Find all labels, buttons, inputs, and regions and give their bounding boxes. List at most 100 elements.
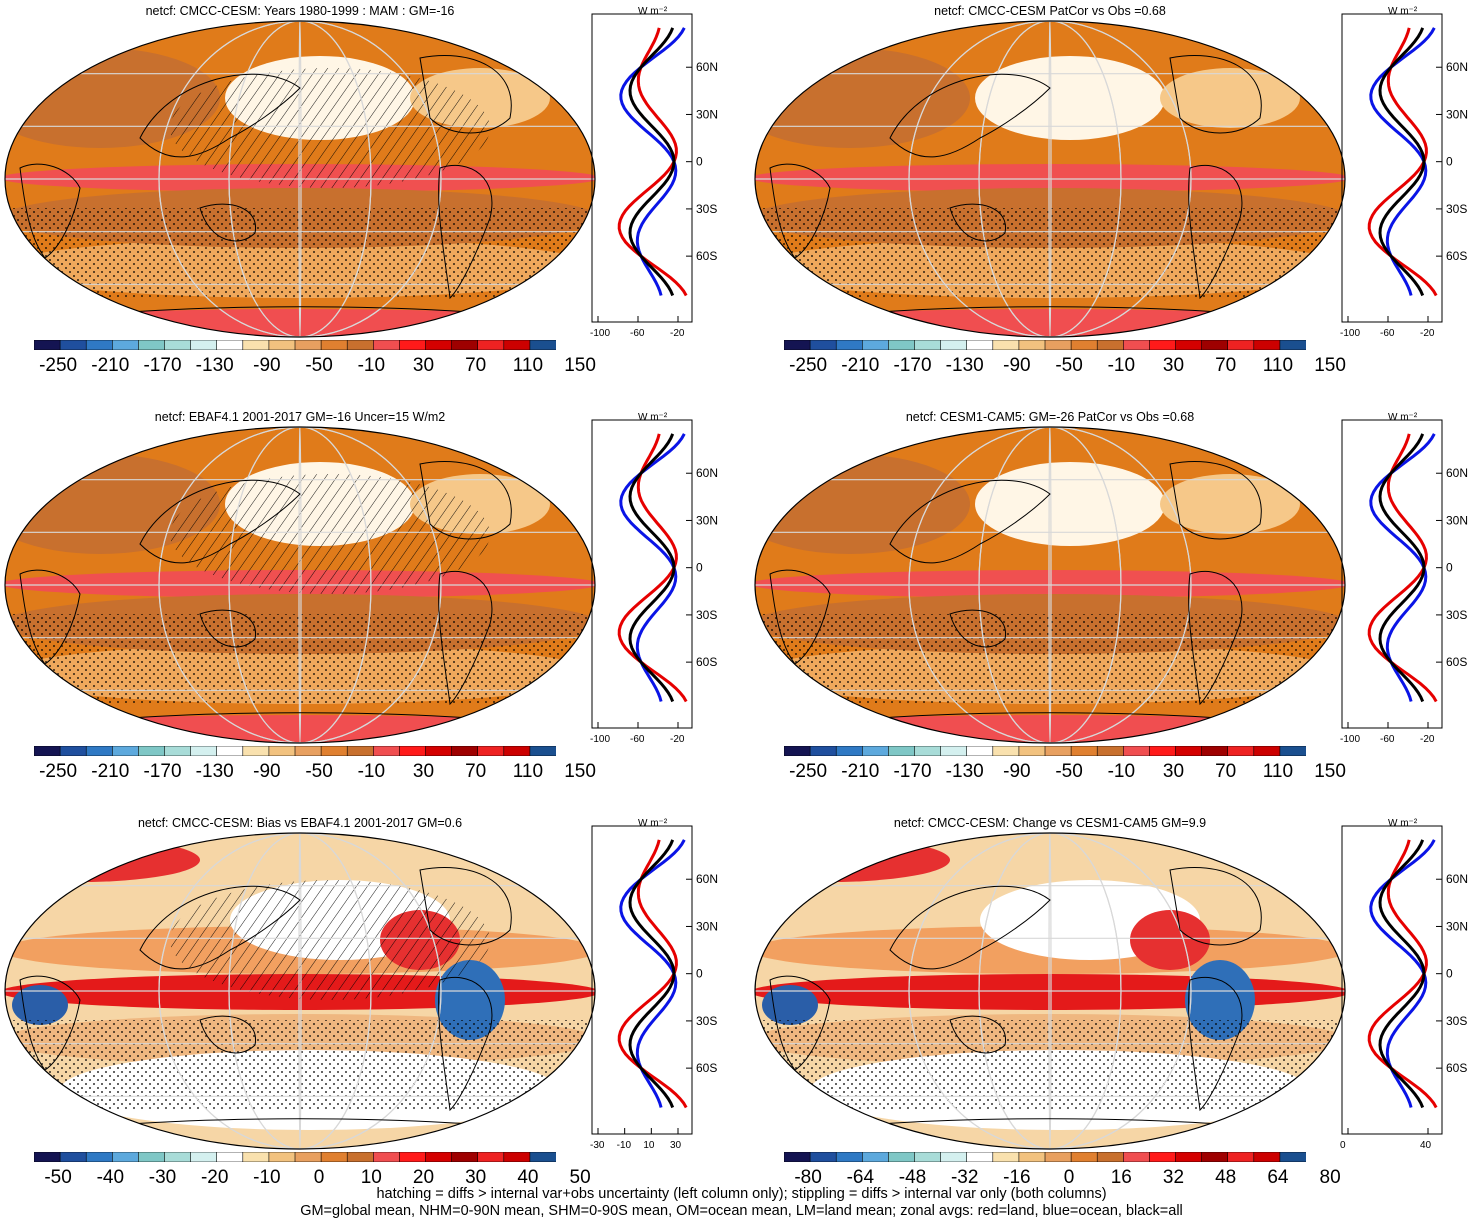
coastline (1169, 867, 1262, 946)
colorbar-tick-label: -170 (893, 355, 932, 376)
map-title: netcf: CMCC-CESM: Years 1980-1999 : MAM … (145, 4, 455, 18)
contour-region (1130, 910, 1210, 970)
coastline (438, 976, 493, 1112)
colorbar-tick-label: 70 (1215, 355, 1237, 376)
zonal-mean-plot: W m⁻² 60N 30N 0 30S 60S -100 -60 -20 (590, 6, 718, 339)
colorbar-tick-label: 70 (465, 355, 487, 376)
colorbar-tick-label: 110 (512, 355, 544, 376)
colorbar-tick-label: -10 (253, 1167, 281, 1188)
colorbar-swatch (1070, 746, 1099, 756)
coastline (419, 55, 512, 134)
colorbar-tick-label: -250 (39, 355, 78, 376)
colorbar-swatch (1201, 746, 1229, 756)
panel-4: netcf: CESM1-CAM5: GM=-26 PatCor vs Obs … (750, 406, 1483, 806)
colorbar-swatch (1018, 340, 1046, 350)
stippling (755, 208, 1345, 298)
colorbar-tick-label: -10 (357, 355, 386, 376)
colorbar-tick-label: -210 (91, 761, 130, 782)
lat-label: 30N (696, 513, 718, 527)
colorbar-swatch (59, 746, 88, 756)
zonal-curve (628, 433, 676, 703)
colorbar-swatch (914, 1152, 942, 1162)
coastline (949, 1015, 1006, 1054)
zonal-frame (1341, 13, 1443, 323)
longitude-line (908, 21, 1192, 337)
lat-label: 0 (1446, 967, 1453, 981)
colorbar-swatch (888, 1152, 916, 1162)
colorbar-swatch (1201, 1152, 1229, 1162)
lat-label: 30S (1446, 202, 1467, 216)
colorbar-swatch (477, 340, 505, 350)
colorbar-swatch (862, 340, 890, 350)
x-tick-label: -60 (630, 734, 645, 745)
colorbar-swatch (242, 746, 270, 756)
colorbar-swatch (1070, 1152, 1099, 1162)
colorbar-swatch (425, 340, 453, 350)
colorbar-swatch (835, 340, 864, 350)
colorbar-tick-label: 110 (1262, 761, 1294, 782)
longitude-line (298, 427, 302, 743)
colorbar-swatch (1122, 340, 1151, 350)
coastline (419, 867, 512, 946)
map-outline (754, 20, 1346, 338)
colorbar-tick-label: -32 (950, 1167, 979, 1188)
colorbar-swatch (451, 746, 479, 756)
colorbar-tick-label: -50 (305, 355, 333, 376)
x-tick-label: -100 (590, 328, 610, 339)
colorbar-swatch (346, 1152, 375, 1162)
colorbar-swatch (372, 746, 401, 756)
colorbar-tick-label: 150 (564, 355, 596, 376)
colorbar-swatch (1279, 340, 1306, 350)
x-tick-label: -20 (1420, 328, 1435, 339)
x-tick-label: -100 (1340, 734, 1360, 745)
longitude-line (908, 833, 1192, 1149)
colorbar-swatch (1227, 340, 1255, 350)
colorbar-swatch (1149, 1152, 1177, 1162)
colorbar-tick-label: 10 (360, 1167, 382, 1188)
colorbar-swatch (320, 340, 349, 350)
colorbar-tick-label: 0 (313, 1167, 325, 1188)
colorbar (784, 746, 1306, 756)
zonal-units: W m⁻² (1388, 818, 1418, 829)
colorbar-tick-label: 20 (412, 1167, 435, 1188)
colorbar-tick-label: -130 (945, 355, 984, 376)
colorbar-swatch (1018, 746, 1046, 756)
colorbar-swatch (1227, 1152, 1255, 1162)
coastline (1188, 976, 1243, 1112)
lat-label: 30S (696, 202, 717, 216)
colorbar-tick-label: -90 (1003, 355, 1031, 376)
longitude-line (298, 833, 302, 1149)
colorbar-swatch (34, 1152, 61, 1162)
colorbar-tick-label: 80 (1319, 1167, 1341, 1188)
zonal-frame (591, 825, 693, 1135)
contour-region (762, 985, 818, 1025)
map-title: netcf: CMCC-CESM: Change vs CESM1-CAM5 G… (893, 816, 1207, 830)
zonal-frame (1341, 825, 1443, 1135)
colorbar-tick-label: 30 (1162, 355, 1185, 376)
colorbar-tick-label: -210 (91, 355, 130, 376)
lat-label: 0 (696, 155, 703, 169)
colorbar-swatch (1044, 1152, 1072, 1162)
colorbar-swatch (1018, 1152, 1046, 1162)
zonal-units: W m⁻² (1388, 6, 1418, 17)
panel-6: netcf: CMCC-CESM: Change vs CESM1-CAM5 G… (750, 812, 1483, 1192)
colorbar-swatch (992, 1152, 1020, 1162)
colorbar-swatch (1122, 746, 1151, 756)
colorbar-swatch (138, 340, 166, 350)
zonal-curve (1367, 27, 1438, 297)
colorbar-tick-label: -10 (357, 761, 386, 782)
colorbar-tick-label: -50 (44, 1167, 72, 1188)
longitude-line (298, 21, 302, 337)
colorbar-swatch (784, 340, 811, 350)
colorbar-swatch (1253, 746, 1281, 756)
coastline (139, 73, 301, 158)
colorbar-swatch (1149, 746, 1177, 756)
contour-region (755, 974, 1345, 1010)
colorbar-swatch (346, 340, 375, 350)
stippling (5, 614, 595, 704)
colorbar-tick-label: -250 (39, 761, 78, 782)
zonal-frame (591, 13, 693, 323)
colorbar-swatch (216, 746, 244, 756)
coastline (949, 609, 1006, 648)
longitude-line (978, 833, 1122, 1149)
